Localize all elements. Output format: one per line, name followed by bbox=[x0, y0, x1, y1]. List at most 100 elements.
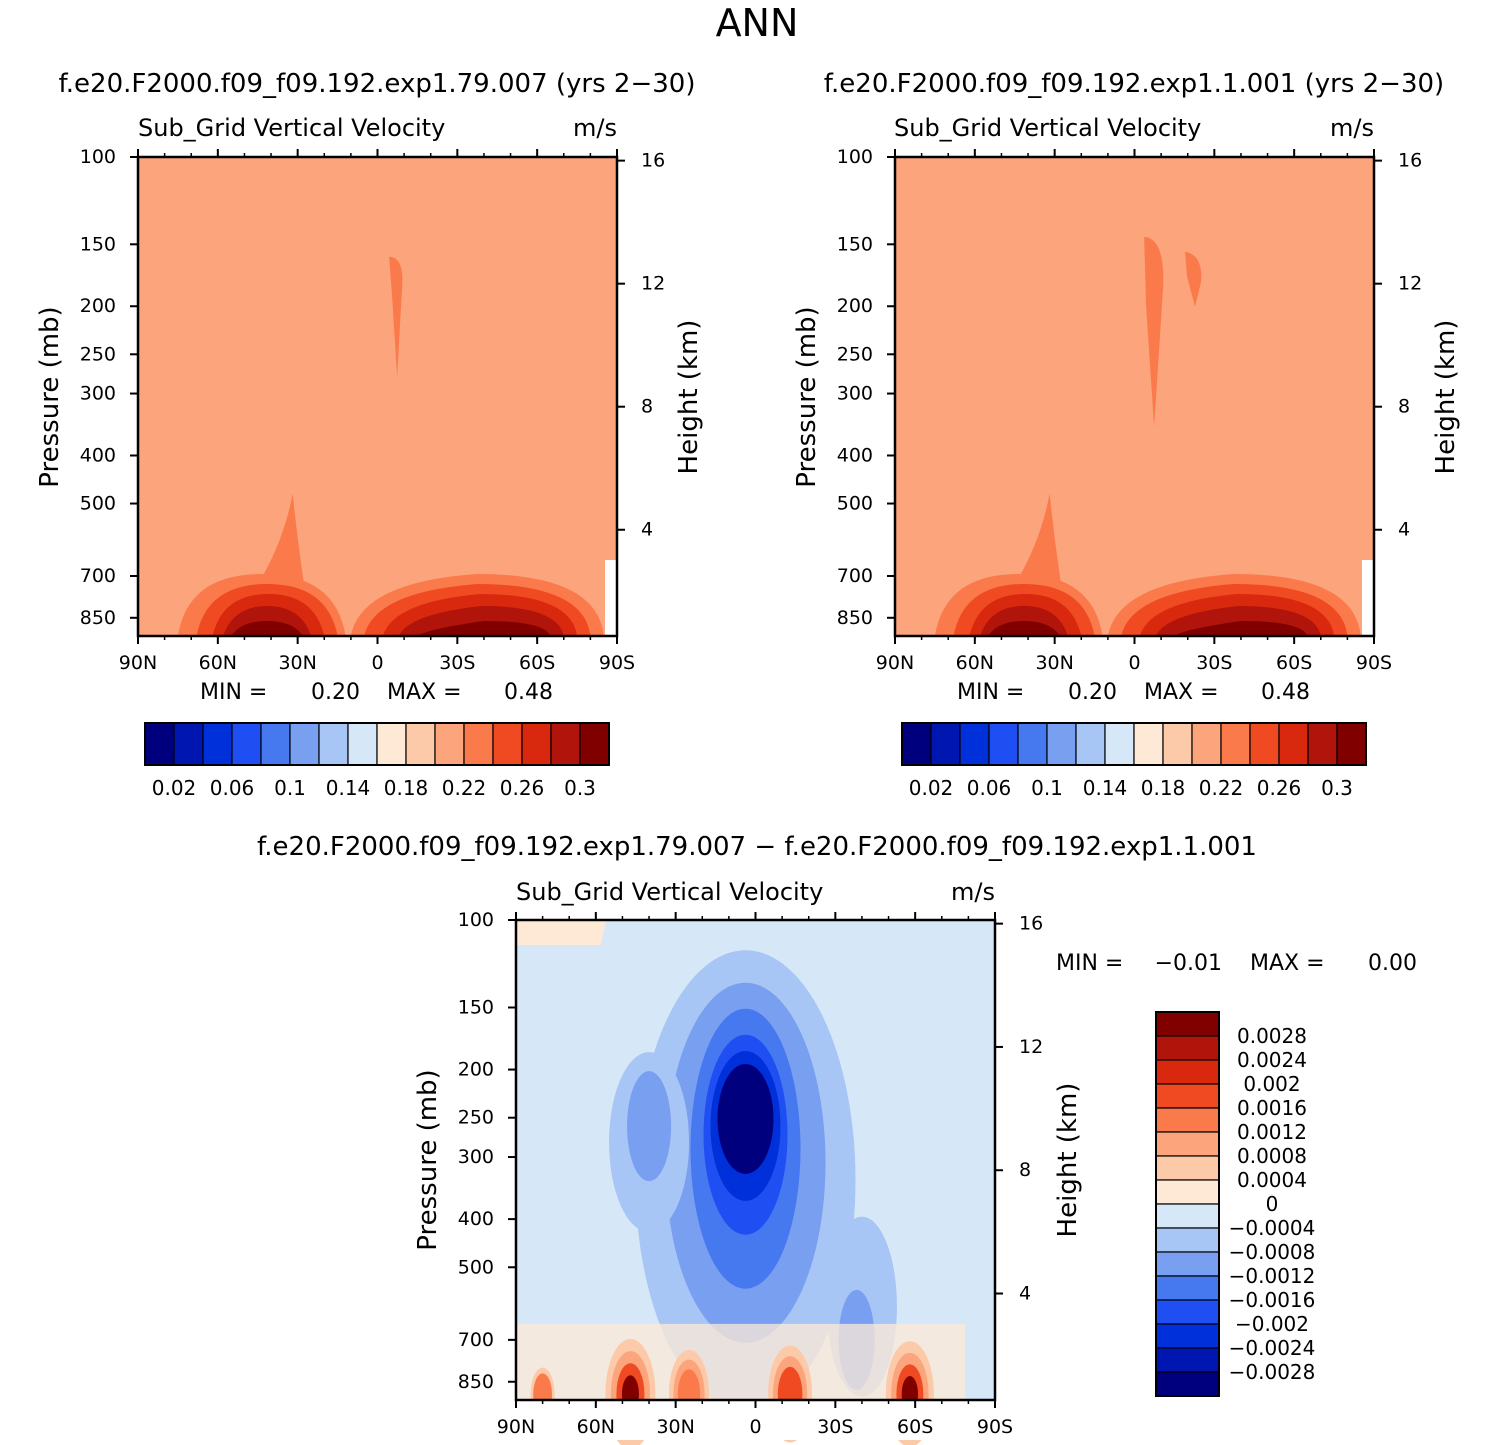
y-tick-label: 200 bbox=[80, 295, 116, 317]
colorbar-label: 0.14 bbox=[326, 776, 371, 800]
y-tick-label: 700 bbox=[458, 1329, 494, 1351]
colorbar-box bbox=[1155, 1227, 1220, 1253]
panel-2-max-value: 0.48 bbox=[1261, 680, 1310, 705]
colorbar-label: −0.0016 bbox=[1229, 1288, 1316, 1312]
colorbar-box bbox=[144, 722, 175, 766]
contour-sh-boundary-layer bbox=[1174, 621, 1308, 636]
contour-nh-boundary-layer bbox=[231, 621, 303, 636]
y-tick-label: 850 bbox=[80, 607, 116, 629]
y-tick-label: 400 bbox=[837, 444, 873, 466]
y-right-tick-label: 4 bbox=[1019, 1283, 1031, 1305]
panel-1-min-value: 0.20 bbox=[311, 680, 360, 705]
x-tick-label: 90S bbox=[599, 652, 635, 674]
colorbar-box bbox=[1249, 722, 1280, 766]
panel-2-units-label: m/s bbox=[1330, 114, 1374, 142]
panel-3-min-label: MIN = bbox=[1056, 951, 1123, 976]
y-tick-label: 850 bbox=[458, 1371, 494, 1393]
colorbar-box bbox=[579, 722, 610, 766]
panel-3: f.e20.F2000.f09_f09.192.exp1.79.007 − f.… bbox=[257, 832, 1417, 1445]
colorbar-label: 0 bbox=[1266, 1192, 1279, 1216]
colorbar-box bbox=[1046, 722, 1077, 766]
y-tick-label: 250 bbox=[80, 343, 116, 365]
x-tick-label: 30N bbox=[1035, 652, 1073, 674]
y-right-tick-label: 4 bbox=[1398, 519, 1410, 541]
y-tick-label: 300 bbox=[80, 383, 116, 405]
panel-2-case-title: f.e20.F2000.f09_f09.192.exp1.1.001 (yrs … bbox=[824, 69, 1444, 99]
colorbar-label: −0.0012 bbox=[1229, 1264, 1316, 1288]
y-right-tick-label: 12 bbox=[1019, 1036, 1043, 1058]
y-tick-label: 200 bbox=[458, 1059, 494, 1081]
contour-sh-boundary-layer bbox=[417, 621, 551, 636]
colorbar-label: −0.0028 bbox=[1229, 1360, 1316, 1384]
colorbar-label: 0.26 bbox=[1257, 776, 1302, 800]
colorbar-box bbox=[1155, 1251, 1220, 1277]
colorbar-label: 0.14 bbox=[1083, 776, 1128, 800]
contour-polar-gap bbox=[605, 560, 617, 636]
y-tick-label: 400 bbox=[458, 1208, 494, 1230]
colorbar-label: 0.3 bbox=[564, 776, 596, 800]
panel-3-min-value: −0.01 bbox=[1155, 951, 1222, 976]
x-tick-label: 0 bbox=[371, 652, 383, 674]
y-right-tick-label: 8 bbox=[1398, 396, 1410, 418]
x-tick-label: 90S bbox=[977, 1416, 1013, 1438]
y-tick-label: 300 bbox=[458, 1146, 494, 1168]
panel-3-max-value: 0.00 bbox=[1368, 951, 1417, 976]
contour-upper-max-2 bbox=[1185, 251, 1202, 307]
panel-1-case-title: f.e20.F2000.f09_f09.192.exp1.79.007 (yrs… bbox=[59, 69, 696, 99]
y-tick-label: 500 bbox=[458, 1256, 494, 1278]
colorbar-box bbox=[1162, 722, 1193, 766]
x-tick-label: 0 bbox=[1128, 652, 1140, 674]
panel-2-colorbar: 0.02 0.06 0.1 0.14 0.18 0.22 0.26 0.3 bbox=[901, 722, 1367, 800]
panel-1-max-value: 0.48 bbox=[504, 680, 553, 705]
colorbar-box bbox=[347, 722, 378, 766]
y-right-tick-label: 12 bbox=[641, 273, 665, 295]
colorbar-box bbox=[289, 722, 320, 766]
colorbar-box bbox=[405, 722, 436, 766]
x-tick-label: 30N bbox=[656, 1416, 694, 1438]
x-tick-label: 60S bbox=[1276, 652, 1312, 674]
plot-frame bbox=[136, 155, 619, 638]
contour-background bbox=[895, 157, 1374, 636]
colorbar-frame bbox=[144, 722, 610, 766]
x-tick-label: 30S bbox=[1196, 652, 1232, 674]
colorbar-box bbox=[376, 722, 407, 766]
colorbar-label: 0.0008 bbox=[1237, 1144, 1307, 1168]
panel-1-plot-area: 100 150 200 250 300 400 500 700 850 16 12 8 4 90N 60N 3… bbox=[80, 146, 665, 674]
colorbar-box bbox=[1155, 1155, 1220, 1181]
panel-1-ylabel-right: Height (km) bbox=[674, 320, 704, 475]
y-right-tick-label: 16 bbox=[641, 150, 665, 172]
y-tick-label: 200 bbox=[837, 295, 873, 317]
y-right-tick-label: 12 bbox=[1398, 273, 1422, 295]
y-right-tick-label: 16 bbox=[1398, 150, 1422, 172]
panel-1-colorbar: 0.02 0.06 0.1 0.14 0.18 0.22 0.26 0.3 bbox=[144, 722, 610, 800]
panel-2-variable-label: Sub_Grid Vertical Velocity bbox=[894, 114, 1201, 142]
y-tick-label: 250 bbox=[837, 343, 873, 365]
colorbar-box bbox=[1307, 722, 1338, 766]
panel-3-units-label: m/s bbox=[951, 878, 995, 906]
colorbar-box bbox=[1155, 1035, 1220, 1061]
panel-3-ylabel: Pressure (mb) bbox=[413, 1069, 443, 1250]
panel-2-min-value: 0.20 bbox=[1068, 680, 1117, 705]
colorbar-box bbox=[1155, 1011, 1220, 1037]
colorbar-label: 0.1 bbox=[1031, 776, 1063, 800]
x-tick-label: 60S bbox=[519, 652, 555, 674]
x-tick-label: 60N bbox=[577, 1416, 615, 1438]
y-tick-label: 250 bbox=[458, 1107, 494, 1129]
colorbar-label: 0.26 bbox=[500, 776, 545, 800]
colorbar-box bbox=[1155, 1347, 1220, 1373]
contour-nh-boundary-layer bbox=[988, 621, 1060, 636]
contour-upper-positive bbox=[516, 920, 606, 945]
colorbar-box bbox=[1155, 1275, 1220, 1301]
panel-1-max-label: MAX = bbox=[387, 680, 462, 705]
x-tick-label: 0 bbox=[749, 1416, 761, 1438]
contour-upper-max bbox=[1144, 236, 1164, 427]
colorbar-frame bbox=[1155, 1011, 1220, 1397]
y-tick-label: 100 bbox=[80, 146, 116, 168]
y-right-tick-label: 8 bbox=[641, 396, 653, 418]
y-right-tick-label: 16 bbox=[1019, 913, 1043, 935]
colorbar-label: 0.06 bbox=[967, 776, 1012, 800]
colorbar-label: 0.18 bbox=[1141, 776, 1186, 800]
colorbar-box bbox=[318, 722, 349, 766]
colorbar-box bbox=[463, 722, 494, 766]
